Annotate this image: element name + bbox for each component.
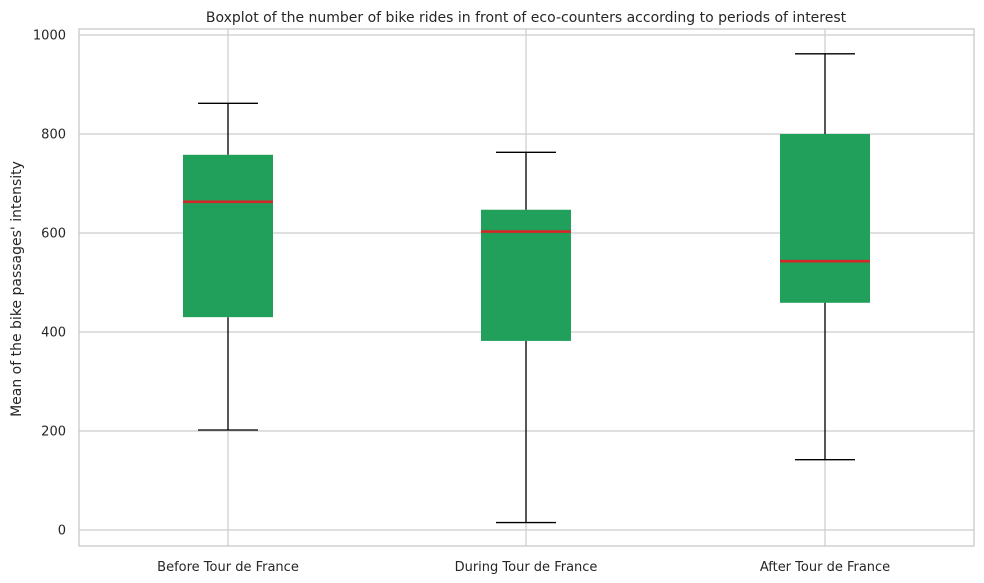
box-iqr (481, 209, 571, 341)
chart-title: Boxplot of the number of bike rides in f… (206, 10, 847, 26)
y-tick-label: 800 (41, 128, 66, 143)
x-tick-label: Before Tour de France (157, 560, 299, 575)
y-tick-label: 0 (58, 524, 66, 539)
plot-area: 0 200 400 600 800 1000 Before Tour de France Du… (33, 28, 975, 575)
y-axis-title: Mean of the bike passages' intensity (9, 161, 25, 417)
y-tick-label: 400 (41, 326, 66, 341)
y-tick-label: 200 (41, 425, 66, 440)
plot-frame (78, 28, 975, 547)
box-iqr (780, 134, 870, 303)
y-tick-label: 600 (41, 227, 66, 242)
y-tick-label: 1000 (33, 29, 66, 44)
x-tick-label: After Tour de France (760, 560, 890, 575)
x-tick-label: During Tour de France (455, 560, 598, 575)
box-iqr (183, 154, 273, 318)
